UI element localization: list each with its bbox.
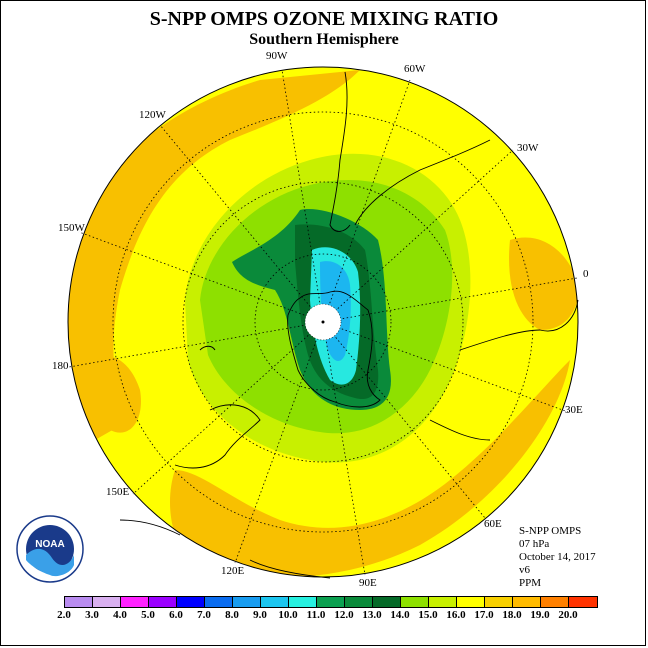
colorbar-swatch — [429, 597, 457, 607]
colorbar-swatch — [569, 597, 597, 607]
noaa-logo: NOAA — [16, 515, 84, 583]
colorbar-swatch — [345, 597, 373, 607]
map-boundary — [67, 66, 579, 578]
info-block: S-NPP OMPS 07 hPa October 14, 2017 v6 PP… — [519, 525, 596, 590]
colorbar-tick-label: 14.0 — [390, 609, 410, 621]
lon-label-180: 180 — [52, 360, 69, 372]
info-level: 07 hPa — [519, 538, 550, 550]
colorbar-tick-label: 8.0 — [225, 609, 239, 621]
colorbar-swatch — [373, 597, 401, 607]
colorbar-tick-label: 4.0 — [113, 609, 127, 621]
colorbar-swatch — [513, 597, 541, 607]
colorbar-tick-label: 16.0 — [446, 609, 466, 621]
field-orange-se — [170, 360, 570, 577]
colorbar-tick-label: 20.0 — [558, 609, 578, 621]
colorbar-swatch — [177, 597, 205, 607]
colorbar-swatch — [541, 597, 569, 607]
colorbar-swatch — [205, 597, 233, 607]
coastlines — [119, 71, 579, 579]
lon-label-90e: 90E — [359, 577, 377, 589]
colorbar-tick-label: 19.0 — [530, 609, 550, 621]
colorbar-swatch — [289, 597, 317, 607]
colorbar-swatch — [149, 597, 177, 607]
colorbar-tick-label: 11.0 — [306, 609, 326, 621]
colorbar-swatch — [233, 597, 261, 607]
lon-label-150e: 150E — [106, 486, 130, 498]
colorbar-swatch — [485, 597, 513, 607]
colorbar-swatch — [457, 597, 485, 607]
svg-text:NOAA: NOAA — [35, 539, 64, 550]
colorbar-tick-label: 18.0 — [502, 609, 522, 621]
south-pole-marker — [321, 320, 325, 324]
colorbar-tick-label: 10.0 — [278, 609, 298, 621]
lon-label-60w: 60W — [404, 63, 426, 75]
colorbar-tick-label: 9.0 — [253, 609, 267, 621]
lon-label-90w: 90W — [266, 50, 288, 62]
colorbar-tick-label: 7.0 — [197, 609, 211, 621]
colorbar-tick-label: 2.0 — [57, 609, 71, 621]
colorbar-tick-label: 12.0 — [334, 609, 354, 621]
colorbar-tick-label: 5.0 — [141, 609, 155, 621]
info-units: PPM — [519, 577, 542, 589]
lon-label-120e: 120E — [221, 565, 245, 577]
graticule — [68, 69, 578, 576]
lon-label-30w: 30W — [517, 142, 539, 154]
colorbar-tick-label: 3.0 — [85, 609, 99, 621]
colorbar-tick-label: 13.0 — [362, 609, 382, 621]
lon-label-60e: 60E — [484, 518, 502, 530]
colorbar — [64, 596, 598, 608]
lon-label-30e: 30E — [565, 404, 583, 416]
info-instrument: S-NPP OMPS — [519, 525, 582, 537]
colorbar-swatch — [65, 597, 93, 607]
map-subtitle: Southern Hemisphere — [249, 31, 399, 48]
info-version: v6 — [519, 564, 530, 576]
lon-label-120w: 120W — [139, 109, 166, 121]
lon-label-150w: 150W — [58, 222, 85, 234]
colorbar-tick-label: 15.0 — [418, 609, 438, 621]
field-orange-nw — [68, 70, 360, 440]
colorbar-tick-label: 6.0 — [169, 609, 183, 621]
field-orange-w — [93, 356, 141, 433]
colorbar-swatch — [121, 597, 149, 607]
colorbar-swatch — [93, 597, 121, 607]
colorbar-swatch — [261, 597, 289, 607]
colorbar-swatch — [317, 597, 345, 607]
lon-label-0: 0 — [583, 268, 589, 280]
map-title: S-NPP OMPS OZONE MIXING RATIO — [149, 8, 499, 30]
colorbar-swatch — [401, 597, 429, 607]
colorbar-tick-label: 17.0 — [474, 609, 494, 621]
info-date: October 14, 2017 — [519, 551, 596, 563]
